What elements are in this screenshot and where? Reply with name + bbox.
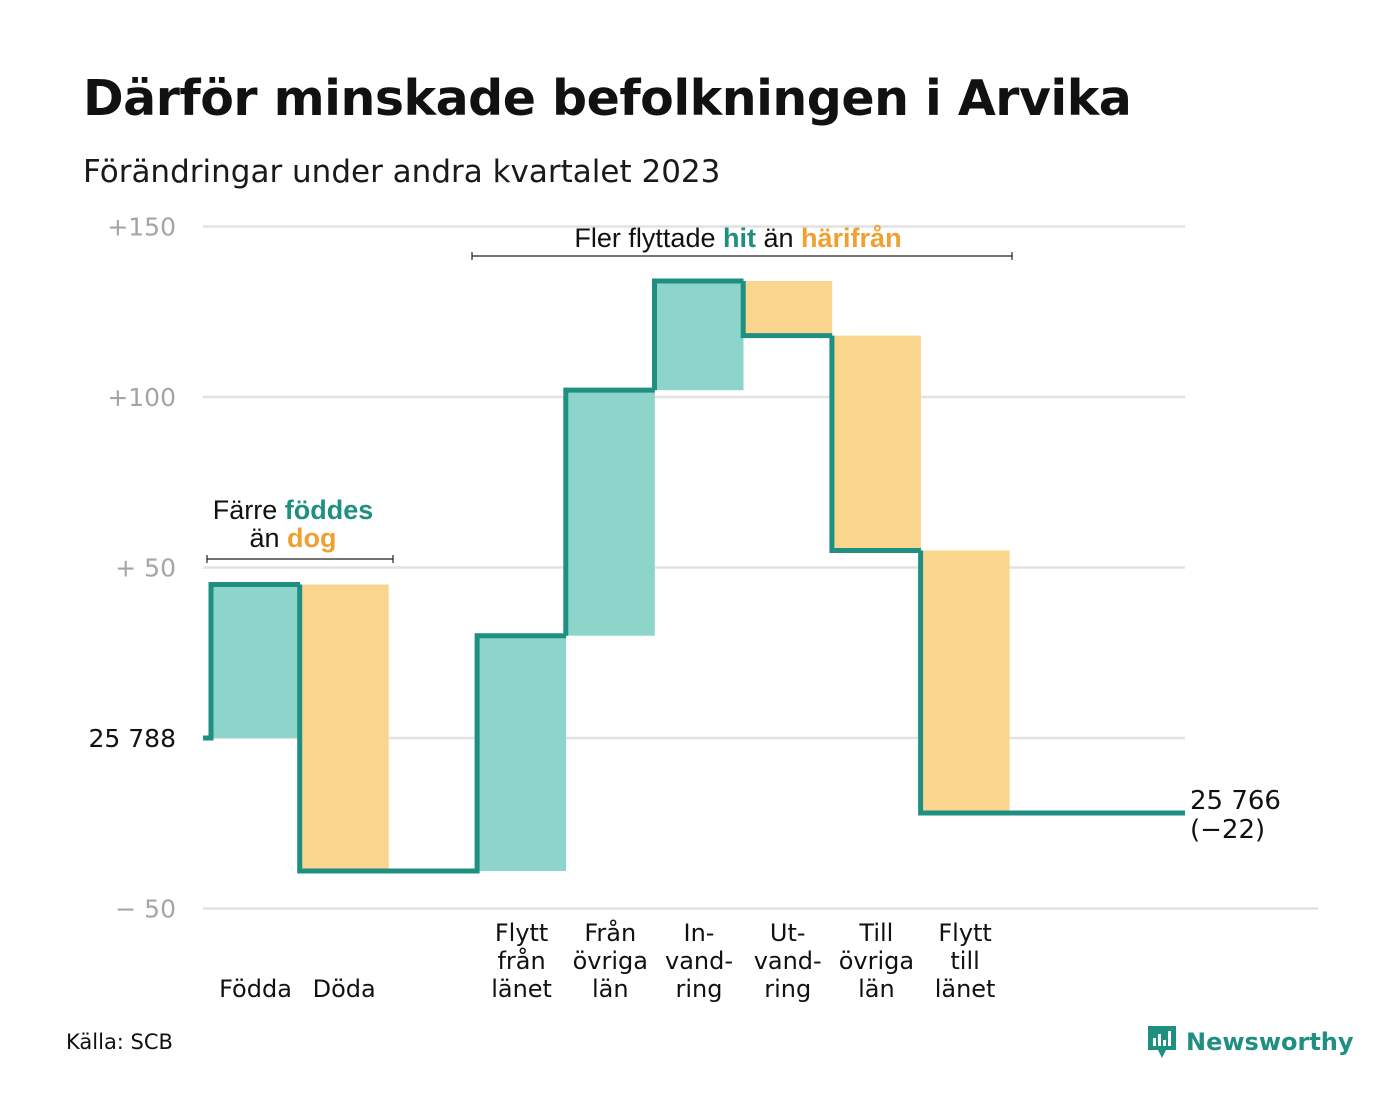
category-label: Födda (219, 975, 292, 1003)
bar (299, 584, 389, 871)
brand-name: Newsworthy (1186, 1028, 1354, 1056)
natural-annotation-line2: än dog (249, 523, 336, 553)
category-label: ring (676, 975, 723, 1003)
chart-subtitle: Förändringar under andra kvartalet 2023 (83, 154, 721, 190)
bar (565, 390, 655, 636)
natural-annotation-line1: Färre föddes (213, 495, 374, 525)
category-label: från (497, 946, 545, 975)
cumulative-step-line (203, 278, 1185, 874)
category-label: övriga (839, 947, 914, 975)
category-label: vand- (754, 947, 822, 975)
category-label: län (858, 975, 895, 1003)
end-value-label: 25 766 (1190, 786, 1281, 816)
category-label: In- (684, 919, 715, 947)
bar (654, 281, 744, 391)
category-label: ring (764, 975, 811, 1003)
migration-annotation: Fler flyttade hit än härifrån (574, 223, 901, 253)
category-label: Ut- (770, 919, 806, 947)
start-value-label: 25 788 (89, 724, 176, 753)
category-label: länet (935, 975, 996, 1003)
y-tick-label: +150 (107, 213, 176, 242)
category-label: Döda (313, 975, 376, 1003)
category-label: vand- (665, 947, 733, 975)
newsworthy-logo: Newsworthy (1146, 1024, 1354, 1060)
bar (831, 335, 921, 551)
source-label: Källa: SCB (66, 1030, 173, 1054)
chart-title: Därför minskade befolkningen i Arvika (83, 70, 1132, 127)
category-label: Flytt (938, 919, 992, 947)
y-tick-label: − 50 (115, 895, 176, 924)
category-label: Till (858, 919, 893, 947)
y-tick-label: +100 (107, 383, 176, 412)
end-change-label: (−22) (1190, 815, 1265, 845)
category-label: till (950, 947, 979, 975)
y-tick-label: + 50 (115, 554, 176, 583)
category-label: län (592, 975, 629, 1003)
bar (211, 584, 300, 738)
category-label: Flytt (495, 919, 549, 947)
bar-chart-icon (1148, 1026, 1176, 1058)
category-label: länet (491, 975, 552, 1003)
bar (477, 635, 567, 871)
category-label: Från (584, 918, 636, 947)
bar (743, 281, 833, 336)
category-label: övriga (573, 947, 648, 975)
bar (920, 550, 1010, 814)
